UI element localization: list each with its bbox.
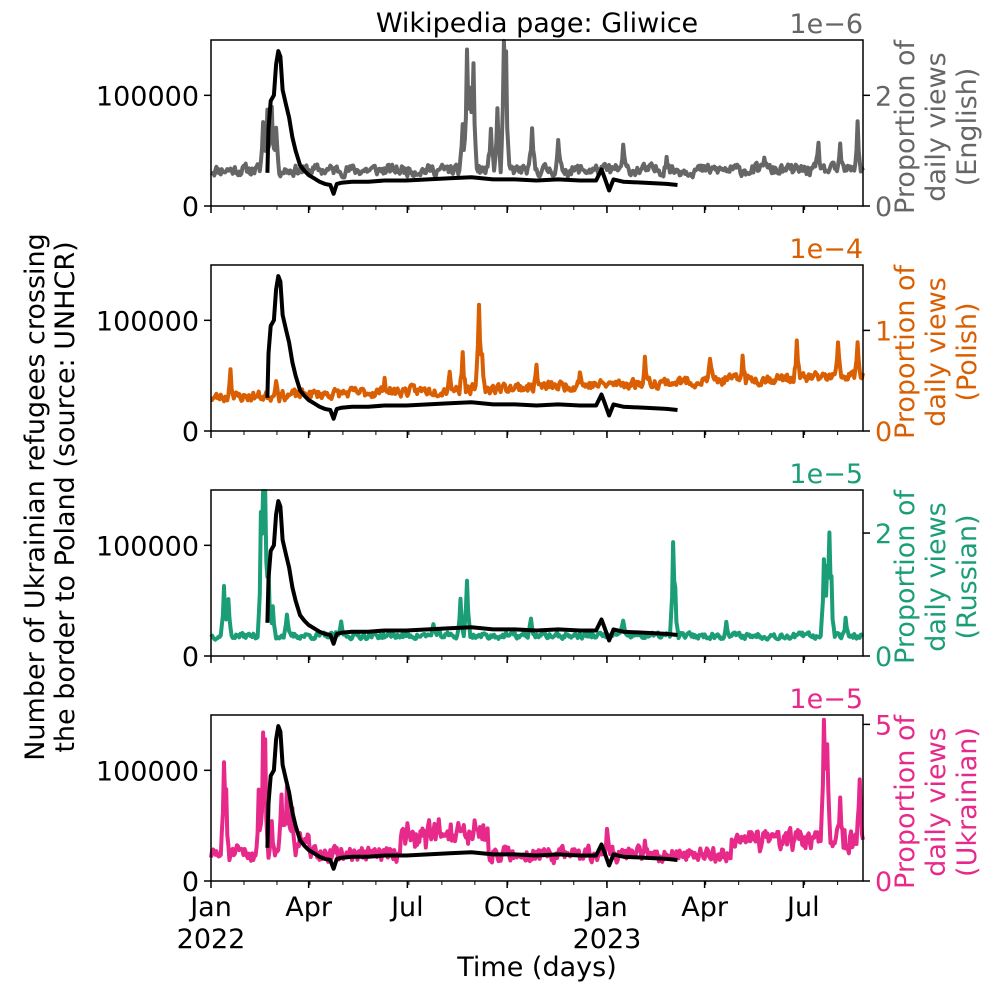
y-axis-left-label: Number of Ukrainian refugees crossing th… [20, 233, 81, 761]
y-right-tick-label: 5 [875, 710, 892, 741]
y-left-tick-label: 100000 [96, 531, 199, 562]
y-left-tick-label: 100000 [96, 756, 199, 787]
y-right-tick-label: 1 [875, 316, 892, 347]
y-left-tick-label: 100000 [96, 306, 199, 337]
y-left-tick-label: 0 [182, 192, 199, 223]
y-axis-right-label-russian: Proportion of daily views (Russian) [890, 489, 983, 664]
y-axis-right-label-english: Proportion of daily views (English) [890, 39, 983, 214]
y-right-offset-label: 1e−6 [789, 9, 863, 40]
y-left-tick-label: 0 [182, 867, 199, 898]
refugee-series-line [265, 499, 678, 646]
y-axis-right-label-line: daily views [921, 502, 952, 652]
y-axis-right-label-line: (Polish) [952, 302, 983, 401]
views-series-line-english [209, 39, 865, 180]
y-axis-right-label-line: (Ukrainian) [952, 727, 983, 877]
x-tick-label: Jul [389, 892, 424, 923]
panel-frame [210, 714, 864, 882]
y-right-offset-label: 1e−5 [789, 684, 863, 715]
x-tick-sublabel: 2023 [573, 924, 642, 955]
x-tick-label: Jul [785, 892, 820, 923]
y-axis-right-label-ukrainian: Proportion of daily views (Ukrainian) [890, 714, 983, 889]
panel-english: 0 100000 0 2 1e−6 Proportion of daily views (En… [96, 9, 983, 223]
x-tick-label: Apr [681, 892, 729, 923]
x-tick-label: Apr [285, 892, 333, 923]
chart-title: Wikipedia page: Gliwice [376, 8, 698, 39]
y-left-tick-label: 0 [182, 417, 199, 448]
x-tick-sublabel: 2022 [177, 924, 246, 955]
y-right-tick-label: 0 [875, 417, 892, 448]
y-axis-right-label-line: daily views [921, 52, 952, 202]
y-right-tick-label: 0 [875, 642, 892, 673]
refugee-series-line [265, 49, 678, 196]
y-right-offset-label: 1e−4 [789, 234, 863, 265]
refugee-series-line [265, 724, 678, 871]
y-right-offset-label: 1e−5 [789, 459, 863, 490]
refugee-series-line [265, 274, 678, 421]
y-axis-right-label-line: daily views [921, 277, 952, 427]
y-axis-left-label-line-1: Number of Ukrainian refugees crossing [20, 233, 51, 761]
views-series-line-polish [210, 302, 865, 404]
panel-frame [210, 489, 864, 657]
y-axis-right-label-line: Proportion of [890, 714, 921, 889]
y-axis-right-label-line: daily views [921, 727, 952, 877]
panel-frame [210, 264, 864, 432]
y-right-tick-label: 2 [875, 519, 892, 550]
y-axis-right-label-line: (English) [952, 68, 983, 187]
y-axis-right-label-line: Proportion of [890, 264, 921, 439]
panel-russian: 0 100000 0 2 1e−5 Proportion of daily views (Ru… [96, 459, 983, 673]
panel-ukrainian: 0 100000 0 5 1e−5 Proportion of daily views (Uk… [96, 684, 983, 955]
x-tick-label: Oct [484, 892, 531, 923]
views-series-line-russian [209, 489, 865, 642]
y-right-tick-label: 2 [875, 81, 892, 112]
x-tick-label: Jan [188, 892, 232, 923]
y-left-tick-label: 0 [182, 642, 199, 673]
x-axis-label: Time (days) [456, 952, 616, 983]
panel-polish: 0 100000 0 1 1e−4 Proportion of daily views (Po… [96, 234, 983, 448]
y-right-tick-label: 0 [875, 867, 892, 898]
y-axis-right-label-line: Proportion of [890, 489, 921, 664]
panel-frame [210, 39, 864, 207]
y-right-tick-label: 0 [875, 192, 892, 223]
y-axis-right-label-line: (Russian) [952, 514, 983, 639]
x-tick-label: Jan [584, 892, 628, 923]
y-axis-right-label-line: Proportion of [890, 39, 921, 214]
y-axis-left-label-line-2: the border to Poland (source: UNHCR) [50, 241, 81, 752]
y-left-tick-label: 100000 [96, 81, 199, 112]
y-axis-right-label-polish: Proportion of daily views (Polish) [890, 264, 983, 439]
